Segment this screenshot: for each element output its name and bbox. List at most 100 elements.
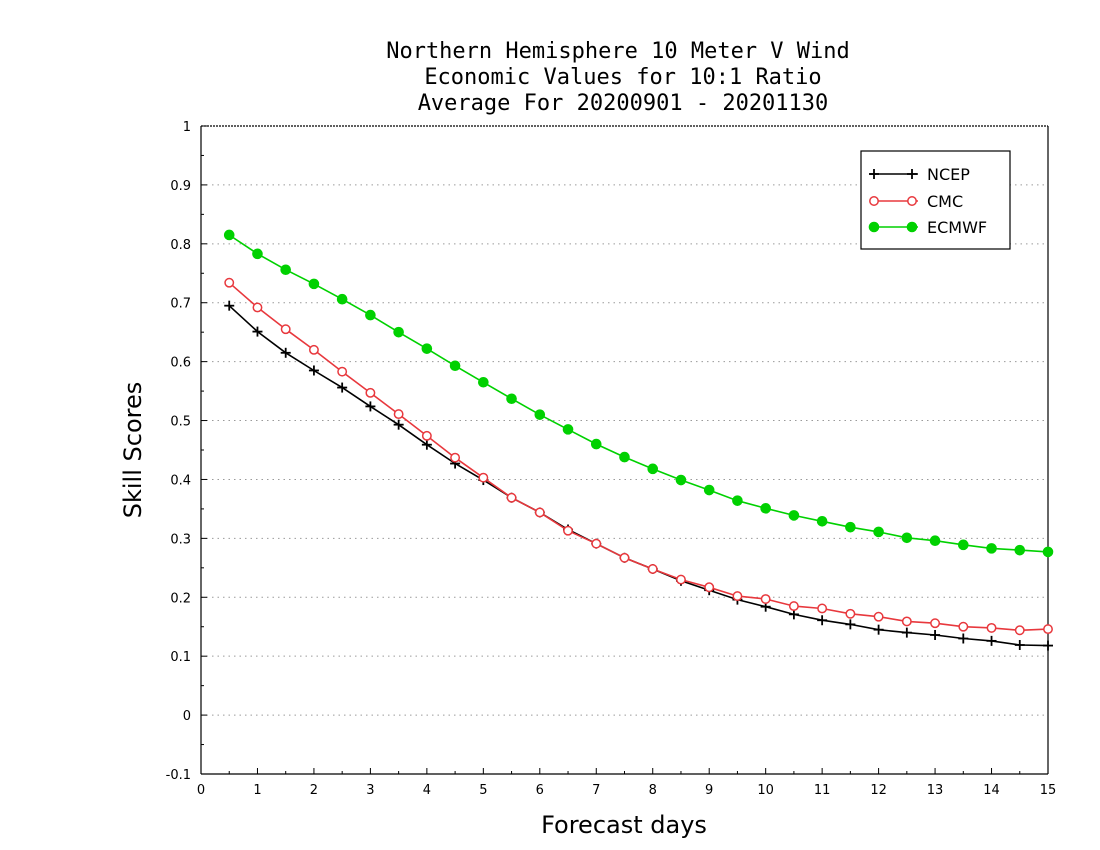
y-tick-label: 0 [183, 709, 191, 724]
x-tick-label: 3 [366, 783, 374, 798]
data-point-cmc [308, 344, 319, 355]
data-point-ecmwf [562, 424, 574, 435]
series-cmc [224, 277, 1053, 636]
data-point-cmc [365, 387, 376, 398]
x-tick-label: 7 [592, 783, 600, 798]
y-tick-label: 0.7 [170, 297, 191, 312]
data-point-ncep [280, 347, 291, 358]
data-point-ecmwf [958, 539, 969, 551]
data-point-ncep [873, 624, 884, 635]
data-point-cmc [252, 302, 263, 313]
data-point-cmc [421, 430, 432, 441]
data-point-cmc [845, 608, 856, 619]
data-point-ecmwf [901, 532, 913, 544]
data-point-ecmwf [1042, 546, 1054, 558]
data-point-ncep [845, 619, 856, 630]
y-tick-label: 0.3 [170, 532, 191, 547]
axes [200, 125, 1049, 775]
legend-marker [868, 221, 880, 233]
data-point-ecmwf [393, 326, 404, 338]
data-point-ecmwf [816, 515, 828, 527]
data-point-cmc [986, 622, 997, 633]
data-point-ncep [308, 365, 319, 376]
data-point-ncep [901, 627, 912, 638]
legend-marker [907, 169, 917, 179]
data-point-cmc [760, 594, 771, 604]
data-point-cmc [591, 538, 602, 549]
x-tick-label: 11 [814, 783, 831, 798]
title-line-2: Economic Values for 10:1 Ratio [424, 65, 821, 90]
x-tick-label: 8 [649, 783, 657, 798]
data-point-ncep [1014, 639, 1025, 650]
chart-title: Northern Hemisphere 10 Meter V Wind Econ… [386, 39, 850, 116]
x-tick-label: 10 [757, 783, 774, 798]
legend-label: ECMWF [927, 218, 987, 237]
data-point-cmc [1043, 624, 1053, 635]
data-point-ecmwf [590, 438, 602, 450]
data-point-ecmwf [336, 293, 348, 305]
data-point-ncep [365, 401, 376, 412]
data-point-ecmwf [449, 360, 461, 372]
series-line-cmc [228, 282, 1049, 632]
data-point-ecmwf [1014, 544, 1026, 556]
data-point-ecmwf [308, 278, 320, 290]
data-point-cmc [704, 582, 715, 593]
data-point-cmc [647, 564, 658, 574]
data-point-ecmwf [421, 343, 433, 354]
data-point-cmc [930, 618, 941, 629]
legend-box [860, 150, 1011, 250]
legend: NCEP CMC ECMWF [860, 150, 1011, 250]
legend-markers [868, 169, 918, 233]
data-point-cmc [506, 492, 517, 503]
x-tick-label: 1 [253, 783, 261, 798]
data-point-ecmwf [619, 451, 630, 463]
data-point-cmc [280, 324, 291, 335]
y-axis-title: Skill Scores [119, 382, 147, 519]
data-point-ecmwf [647, 463, 659, 475]
data-point-ecmwf [760, 503, 771, 514]
data-point-cmc [534, 507, 545, 518]
x-tick-label: 4 [423, 783, 431, 798]
y-tick-label: 0.2 [170, 591, 191, 606]
data-point-cmc [873, 611, 884, 622]
data-point-ecmwf [703, 484, 715, 496]
y-tick-label: 0.1 [170, 650, 191, 665]
y-tick-label: 0.4 [170, 473, 191, 488]
data-point-cmc [619, 552, 630, 563]
data-point-ncep [252, 326, 263, 337]
grid [201, 184, 1048, 716]
data-point-ecmwf [252, 248, 263, 260]
y-tick-label: 0.6 [170, 356, 191, 371]
legend-marker [906, 221, 918, 233]
data-point-cmc [337, 366, 348, 377]
title-line-1: Northern Hemisphere 10 Meter V Wind [386, 39, 850, 64]
data-point-cmc [676, 574, 686, 585]
data-point-ecmwf [845, 521, 856, 533]
series [223, 229, 1054, 651]
data-point-ecmwf [929, 535, 941, 547]
series-line-ncep [228, 305, 1049, 647]
x-axis-title: Forecast days [541, 811, 707, 839]
x-tick-label: 0 [197, 783, 205, 798]
data-point-ecmwf [506, 393, 517, 405]
legend-marker [869, 169, 879, 179]
data-point-ncep [930, 629, 941, 640]
data-point-cmc [1014, 625, 1025, 636]
x-tick-label: 14 [983, 783, 1000, 798]
data-point-cmc [732, 591, 743, 602]
data-point-cmc [958, 621, 969, 632]
data-point-ecmwf [478, 376, 489, 388]
data-point-ecmwf [788, 510, 800, 521]
series-ncep [224, 300, 1053, 651]
y-tick-label: 0.8 [170, 238, 191, 253]
data-point-ncep [958, 633, 969, 644]
data-point-ecmwf [732, 495, 743, 506]
data-point-ncep [986, 635, 997, 646]
x-tick-label: 6 [536, 783, 544, 798]
data-point-ecmwf [873, 526, 884, 538]
data-point-cmc [224, 277, 235, 288]
data-point-cmc [478, 472, 489, 483]
x-tick-label: 9 [705, 783, 713, 798]
x-tick-label: 13 [927, 783, 944, 798]
